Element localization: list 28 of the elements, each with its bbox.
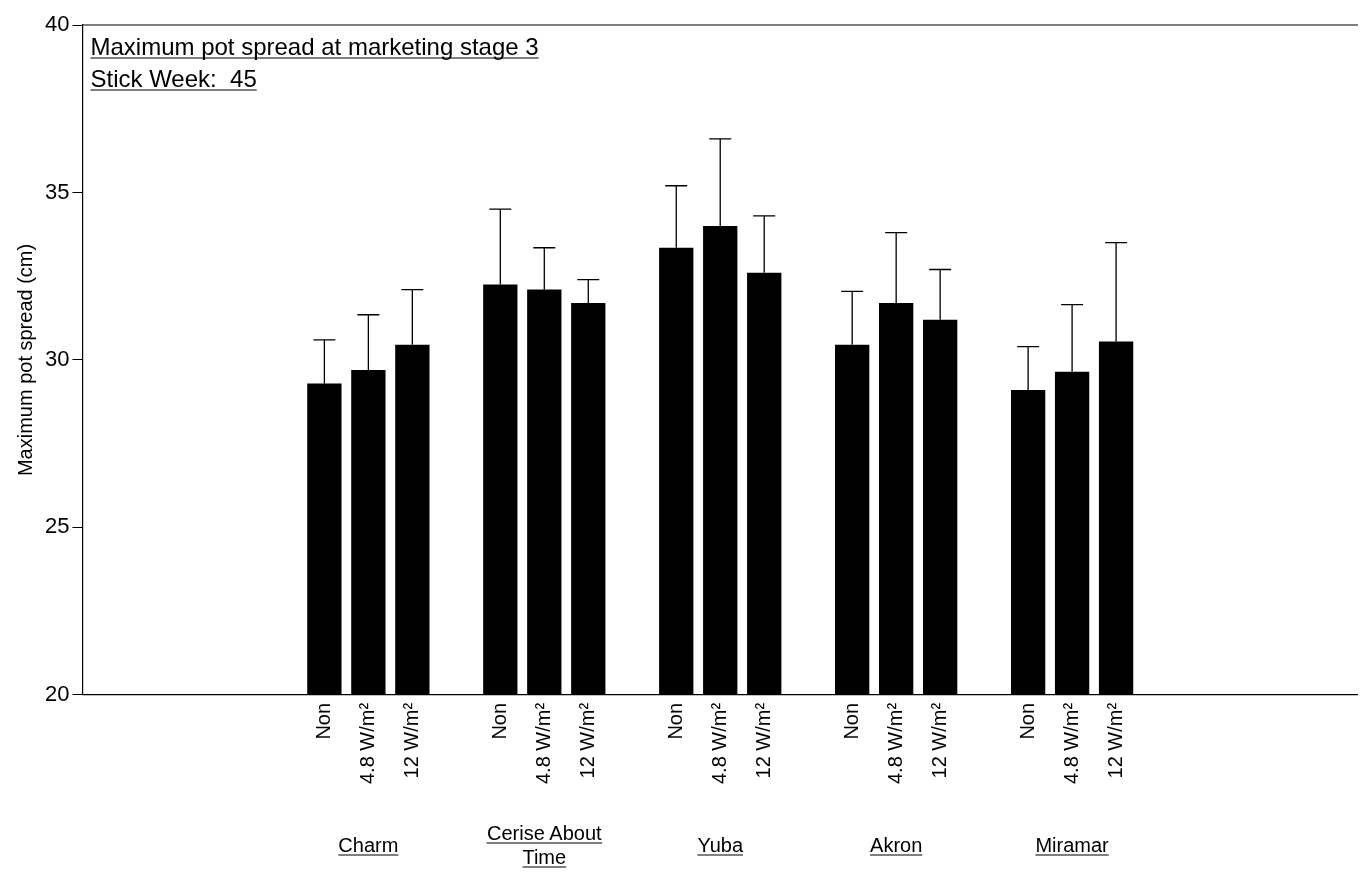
- x-tick-label: 12 W/m²: [575, 702, 598, 779]
- x-tick-label: 4.8 W/m²: [883, 702, 906, 785]
- y-tick-label: 25: [44, 513, 70, 539]
- text: Charm: [338, 834, 399, 856]
- text: Cerise About Time: [487, 822, 602, 868]
- x-tick-label: Non: [311, 702, 334, 740]
- chart-title: Maximum pot spread at marketing stage 3: [90, 33, 539, 60]
- y-axis-title: Maximum pot spread (cm): [13, 243, 36, 477]
- x-tick-label: Non: [663, 702, 686, 740]
- y-tick-label: 35: [44, 178, 70, 204]
- y-tick-label: 20: [44, 680, 70, 706]
- text: Stick Week: 45: [90, 65, 257, 92]
- x-tick-label: 12 W/m²: [1103, 702, 1126, 779]
- x-tick-label: 12 W/m²: [399, 702, 422, 779]
- text: Akron: [870, 834, 923, 856]
- x-tick-label: 4.8 W/m²: [707, 702, 730, 785]
- x-tick-label: 12 W/m²: [927, 702, 950, 779]
- x-tick-label: 12 W/m²: [751, 702, 774, 779]
- x-tick-label: Non: [1015, 702, 1038, 740]
- text: Miramar: [1035, 834, 1110, 856]
- text: Yuba: [697, 834, 744, 856]
- x-tick-label: Non: [487, 702, 510, 740]
- x-tick-label: 4.8 W/m²: [355, 702, 378, 785]
- x-tick-label: 4.8 W/m²: [531, 702, 554, 785]
- x-tick-label: 4.8 W/m²: [1059, 702, 1082, 785]
- y-tick-label: 30: [44, 346, 70, 372]
- y-tick-label: 40: [44, 11, 70, 37]
- x-tick-label: Non: [839, 702, 862, 740]
